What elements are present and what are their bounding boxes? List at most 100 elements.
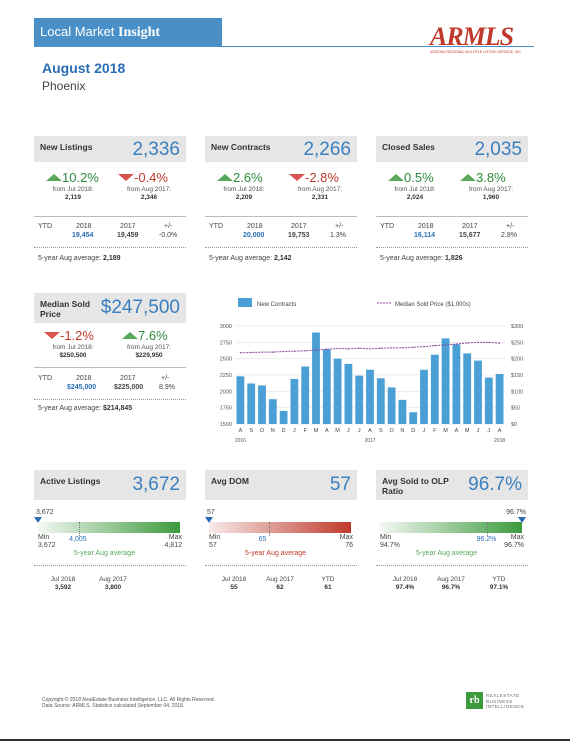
gauge-title: Avg DOM (211, 476, 249, 486)
card-change-1-detail: from Jul 2018: 2,209 (223, 186, 265, 201)
y-right-tick-label: $50 (511, 406, 520, 412)
gauge-bar (38, 522, 180, 533)
median-ytd-label: YTD (38, 375, 52, 382)
card-5yr-average: 5-year Aug average: 2,142 (209, 255, 292, 262)
point-median-sold-price (499, 342, 501, 344)
y-right-tick-label: $0 (511, 422, 517, 428)
median-ytd-pm: +/- (161, 375, 170, 382)
bar-new-contracts (474, 360, 482, 424)
bar-new-contracts (387, 387, 396, 424)
page-bottom-rule (0, 739, 570, 741)
gauge-history-item: YTD 61 (321, 576, 335, 591)
ytd-pm-label: +/- (335, 223, 344, 230)
x-tick-label: O (389, 428, 394, 434)
ytd-year-1: 2018 (76, 223, 92, 230)
x-year-label: 2016 (235, 438, 246, 444)
legend-swatch-new-contracts (238, 298, 252, 307)
gauge-card-avg-dom: Avg DOM 57 57 Min 57 Max 76 65 5-year Aug … (205, 470, 357, 605)
card-value: 2,035 (474, 139, 522, 160)
gauge-avg-value: 65 (258, 536, 267, 543)
point-median-sold-price (261, 351, 263, 353)
point-median-sold-price (380, 347, 382, 349)
card-change-2-detail: from Aug 2017: 2,346 (126, 186, 172, 201)
card-change-2: 3.8% (460, 170, 506, 185)
bar-new-contracts (430, 354, 439, 424)
point-median-sold-price (347, 348, 349, 350)
bar-new-contracts (376, 378, 385, 424)
bar-new-contracts (366, 369, 374, 424)
point-median-sold-price (466, 342, 468, 344)
legend-label-new-contracts: New Contracts (257, 302, 296, 308)
ytd-value-1: 16,114 (414, 232, 436, 239)
bar-new-contracts (344, 363, 353, 424)
bar-new-contracts (236, 376, 245, 424)
ytd-value-1: 19,454 (72, 232, 94, 239)
x-tick-label: J (358, 428, 361, 434)
y-right-tick-label: $300 (511, 324, 523, 330)
data-source: Data Source: ARMLS. Statistics calculate… (42, 703, 185, 709)
brand-bar: Local Market Insight (34, 18, 222, 46)
y-left-tick-label: 2000 (220, 389, 232, 395)
gauge-history-item: Jul 2018 55 (221, 576, 247, 591)
copyright: Copyright © 2018 RealEstate Business Int… (42, 697, 215, 703)
up-arrow-icon (388, 174, 404, 181)
gauge-avg-value: 4,005 (69, 536, 87, 543)
y-right-tick-label: $150 (511, 373, 523, 379)
bar-new-contracts (312, 332, 320, 424)
gauge-min: Min 3,672 (38, 534, 56, 549)
point-median-sold-price (455, 343, 457, 345)
ytd-year-2: 2017 (291, 223, 307, 230)
bar-new-contracts (398, 399, 407, 424)
bar-new-contracts (420, 369, 428, 424)
up-arrow-icon (217, 174, 233, 181)
bar-new-contracts (452, 344, 461, 424)
card-change-2: -2.8% (289, 170, 339, 185)
median-change-1-detail: from Jul 2018: $250,500 (52, 344, 94, 359)
x-tick-label: A (325, 428, 329, 434)
ytd-year-2: 2017 (120, 223, 136, 230)
gauge-current-label: 96.7% (506, 509, 526, 516)
bar-new-contracts (409, 412, 418, 424)
gauge-value: 96.7% (468, 474, 522, 495)
gauge-bar (380, 522, 522, 533)
x-tick-label: F (433, 428, 437, 434)
card-title: New Listings (40, 142, 93, 152)
card-value: 2,266 (303, 139, 351, 160)
ytd-value-2: 15,677 (459, 232, 481, 239)
card-change-1-detail: from Jul 2018: 2,119 (52, 186, 94, 201)
gauge-current-label: 57 (207, 509, 215, 516)
y-left-tick-label: 2250 (220, 373, 232, 379)
new-contracts-median-price-chart: New Contracts Median Sold Price ($1,000s)… (220, 298, 523, 444)
ytd-year-2: 2017 (462, 223, 478, 230)
ytd-label: YTD (209, 223, 223, 230)
ytd-year-1: 2018 (418, 223, 434, 230)
x-tick-label: O (260, 428, 265, 434)
ytd-label: YTD (38, 223, 52, 230)
y-right-tick-label: $200 (511, 357, 523, 363)
gauge-avg-value: 96.2% (476, 536, 497, 543)
report-city: Phoenix (42, 79, 86, 93)
x-tick-label: M (314, 428, 319, 434)
x-tick-label: S (249, 428, 253, 434)
point-median-sold-price (304, 350, 306, 352)
stat-card-new-listings: New Listings 2,336 10.2% -0.4% from Jul … (34, 136, 186, 272)
x-year-label: 2017 (364, 438, 375, 444)
x-tick-label: M (443, 428, 448, 434)
point-median-sold-price (250, 351, 252, 354)
median-change-2-detail: from Aug 2017: $229,950 (126, 344, 172, 359)
report-month: August 2018 (42, 60, 126, 76)
bar-new-contracts (301, 366, 310, 424)
point-median-sold-price (434, 345, 436, 347)
point-median-sold-price (477, 341, 479, 343)
gauge-history-item: YTD 97.1% (489, 576, 509, 591)
up-arrow-icon (46, 174, 62, 181)
x-tick-label: D (411, 428, 415, 434)
ytd-value-2: 19,753 (288, 232, 310, 239)
bar-new-contracts (322, 349, 331, 424)
stat-card-new-contracts: New Contracts 2,266 2.6% -2.8% from Jul … (205, 136, 357, 272)
ytd-value-2: 19,459 (117, 232, 139, 239)
ytd-label: YTD (380, 223, 394, 230)
ytd-pm-label: +/- (506, 223, 515, 230)
point-median-sold-price (272, 351, 274, 353)
point-median-sold-price (337, 347, 339, 350)
